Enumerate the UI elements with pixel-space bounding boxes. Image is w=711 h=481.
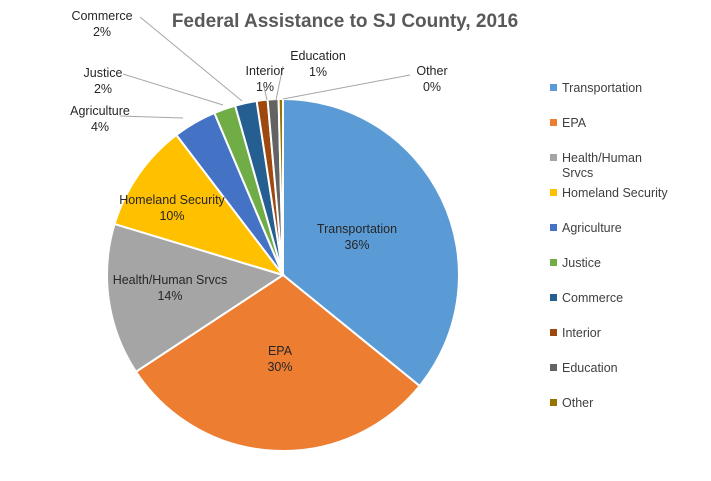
data-label-category: Commerce bbox=[71, 9, 132, 23]
legend-label: EPA bbox=[562, 116, 587, 130]
data-label-health-human-srvcs: Health/Human Srvcs 14% bbox=[113, 273, 228, 303]
data-label-percent: 14% bbox=[157, 289, 182, 303]
pie-slice-homeland-security bbox=[113, 133, 286, 277]
legend-item-education: Education bbox=[550, 361, 618, 375]
data-label-commerce: Commerce 2% bbox=[71, 9, 132, 39]
pie-slice-epa bbox=[134, 273, 422, 452]
legend-swatch bbox=[550, 294, 557, 301]
data-label-agriculture: Agriculture 4% bbox=[70, 104, 130, 134]
data-label-category: Justice bbox=[84, 66, 123, 80]
data-labels: Transportation 36% EPA 30% Health/Human Srvc… bbox=[70, 9, 448, 374]
leader-line-education bbox=[275, 65, 284, 101]
legend-item-justice: Justice bbox=[550, 256, 601, 270]
legend-swatch bbox=[550, 329, 557, 336]
data-label-category: Health/Human Srvcs bbox=[113, 273, 228, 287]
data-label-category: EPA bbox=[268, 344, 293, 358]
legend-item-commerce: Commerce bbox=[550, 291, 623, 305]
data-label-percent: 1% bbox=[256, 80, 274, 94]
legend-item-epa: EPA bbox=[550, 116, 587, 130]
pie-slice-other bbox=[277, 97, 284, 276]
legend-swatch bbox=[550, 189, 557, 196]
legend-item-transportation: Transportation bbox=[550, 81, 642, 95]
data-label-transportation: Transportation 36% bbox=[317, 222, 397, 252]
data-label-percent: 30% bbox=[267, 360, 292, 374]
data-label-category: Homeland Security bbox=[119, 193, 225, 207]
legend-label: Commerce bbox=[562, 291, 623, 305]
legend-label: Transportation bbox=[562, 81, 642, 95]
legend: Transportation EPA Health/Human Srvcs Homela… bbox=[550, 81, 668, 410]
data-label-percent: 10% bbox=[159, 209, 184, 223]
data-label-percent: 1% bbox=[309, 65, 327, 79]
legend-label: Interior bbox=[562, 326, 601, 340]
data-label-percent: 2% bbox=[94, 82, 112, 96]
data-label-category: Transportation bbox=[317, 222, 397, 236]
data-label-justice: Justice 2% bbox=[84, 66, 123, 96]
legend-swatch bbox=[550, 364, 557, 371]
data-label-category: Other bbox=[416, 64, 447, 78]
legend-swatch bbox=[550, 119, 557, 126]
pie-slice-health-human-srvcs bbox=[106, 222, 286, 374]
legend-label: Agriculture bbox=[562, 221, 622, 235]
leader-line-commerce bbox=[139, 16, 243, 102]
data-label-education: Education 1% bbox=[290, 49, 346, 79]
legend-label: Health/Human Srvcs bbox=[562, 151, 642, 180]
legend-label: Homeland Security bbox=[562, 186, 668, 200]
legend-item-health-human-srvcs: Health/Human Srvcs bbox=[550, 151, 642, 180]
leader-line-justice bbox=[122, 73, 224, 106]
legend-swatch bbox=[550, 259, 557, 266]
legend-swatch bbox=[550, 84, 557, 91]
data-label-category: Agriculture bbox=[70, 104, 130, 118]
data-label-other: Other 0% bbox=[416, 64, 447, 94]
legend-item-interior: Interior bbox=[550, 326, 601, 340]
legend-label: Justice bbox=[562, 256, 601, 270]
legend-item-homeland-security: Homeland Security bbox=[550, 186, 668, 200]
data-label-epa: EPA 30% bbox=[267, 344, 292, 374]
leader-lines bbox=[119, 16, 411, 119]
chart-title: Federal Assistance to SJ County, 2016 bbox=[172, 11, 518, 32]
legend-swatch bbox=[550, 224, 557, 231]
leader-line-other bbox=[282, 74, 411, 100]
legend-item-other: Other bbox=[550, 396, 593, 410]
pie-slice-transportation bbox=[282, 97, 461, 388]
data-label-percent: 4% bbox=[91, 120, 109, 134]
leader-line-interior bbox=[263, 86, 268, 101]
legend-label: Education bbox=[562, 361, 618, 375]
data-label-percent: 2% bbox=[93, 25, 111, 39]
pie-slices bbox=[106, 97, 461, 452]
data-label-percent: 0% bbox=[423, 80, 441, 94]
data-label-percent: 36% bbox=[344, 238, 369, 252]
data-label-homeland-security: Homeland Security 10% bbox=[119, 193, 225, 223]
data-label-category: Education bbox=[290, 49, 346, 63]
legend-item-agriculture: Agriculture bbox=[550, 221, 622, 235]
leader-line-agriculture bbox=[119, 115, 184, 119]
data-label-category: Interior bbox=[246, 64, 285, 78]
legend-swatch bbox=[550, 399, 557, 406]
legend-label: Other bbox=[562, 396, 593, 410]
legend-swatch bbox=[550, 154, 557, 161]
data-label-interior: Interior 1% bbox=[246, 64, 285, 94]
